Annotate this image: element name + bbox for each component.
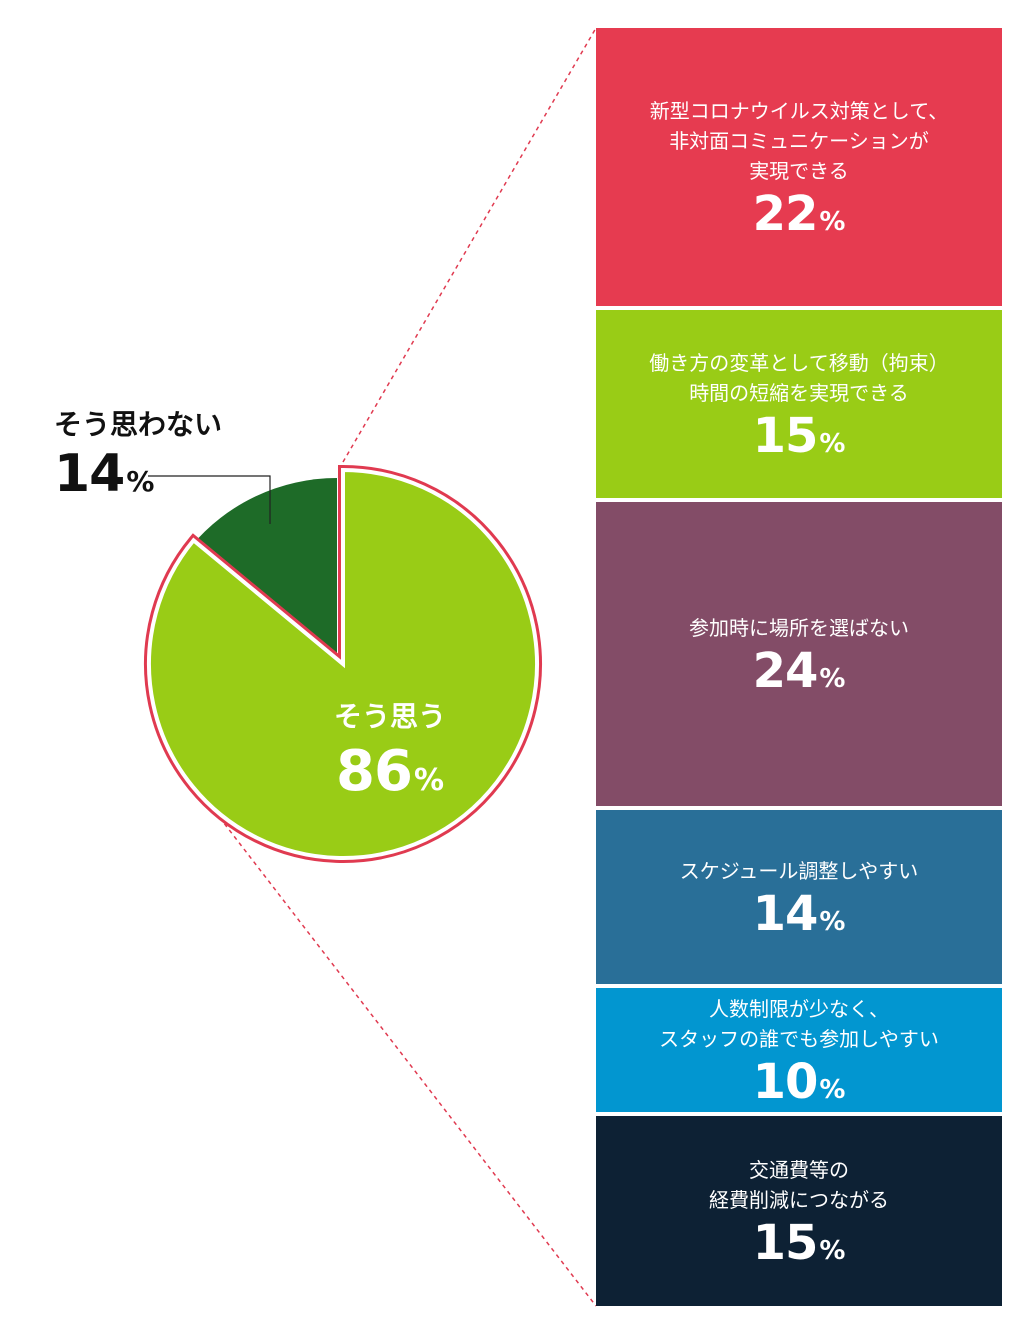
no-slice-percent-sign: % xyxy=(126,465,155,498)
yes-slice-value: 86% xyxy=(300,744,480,800)
no-slice-title: そう思わない xyxy=(54,408,223,441)
no-slice-leader-line xyxy=(148,475,271,524)
breakdown-percent-sign: % xyxy=(819,429,846,459)
yes-slice-title: そう思う xyxy=(333,700,446,733)
pie-slice-yes xyxy=(147,467,539,860)
breakdown-box-travel-time: 働き方の変革として移動（拘束） 時間の短縮を実現できる 15% xyxy=(596,310,1002,498)
breakdown-number: 15 xyxy=(752,408,819,464)
breakdown-value: 15% xyxy=(753,412,846,460)
breakdown-value: 15% xyxy=(753,1219,846,1267)
breakdown-percent-sign: % xyxy=(819,207,846,237)
breakdown-value: 10% xyxy=(753,1058,846,1106)
breakdown-box-contactless: 新型コロナウイルス対策として、 非対面コミュニケーションが 実現できる 22% xyxy=(596,28,1002,306)
breakdown-value: 24% xyxy=(753,647,846,695)
breakdown-label: 新型コロナウイルス対策として、 非対面コミュニケーションが 実現できる xyxy=(649,99,949,183)
yes-slice-number: 86 xyxy=(336,739,413,804)
breakdown-label: 交通費等の 経費削減につながる xyxy=(709,1158,889,1212)
breakdown-percent-sign: % xyxy=(819,907,846,937)
breakdown-label: スケジュール調整しやすい xyxy=(679,859,919,883)
breakdown-value: 14% xyxy=(753,890,846,938)
no-slice-label: そう思わない 14% xyxy=(54,408,222,500)
breakdown-box-cost: 交通費等の 経費削減につながる 15% xyxy=(596,1116,1002,1306)
pie-slice-no xyxy=(190,478,337,668)
breakdown-number: 15 xyxy=(752,1215,819,1271)
breakdown-percent-sign: % xyxy=(819,1236,846,1266)
breakdown-number: 24 xyxy=(752,643,819,699)
breakdown-box-scheduling: スケジュール調整しやすい 14% xyxy=(596,810,1002,984)
breakdown-number: 10 xyxy=(752,1054,819,1110)
breakdown-box-location: 参加時に場所を選ばない 24% xyxy=(596,502,1002,806)
yes-slice-label: そう思う 86% xyxy=(300,700,480,800)
breakdown-label: 参加時に場所を選ばない xyxy=(689,616,909,640)
breakdown-value: 22% xyxy=(753,190,846,238)
breakdown-percent-sign: % xyxy=(819,1075,846,1105)
no-slice-number: 14 xyxy=(54,444,125,504)
breakdown-box-headcount: 人数制限が少なく、 スタッフの誰でも参加しやすい 10% xyxy=(596,988,1002,1112)
breakdown-number: 14 xyxy=(752,886,819,942)
breakdown-number: 22 xyxy=(752,186,819,242)
yes-slice-percent-sign: % xyxy=(413,763,444,798)
breakdown-label: 働き方の変革として移動（拘束） 時間の短縮を実現できる xyxy=(649,351,949,405)
connector-line-bottom xyxy=(199,791,597,1307)
breakdown-label: 人数制限が少なく、 スタッフの誰でも参加しやすい xyxy=(659,997,939,1051)
breakdown-percent-sign: % xyxy=(819,664,846,694)
no-slice-value: 14% xyxy=(54,448,222,500)
connector-line-top xyxy=(342,27,597,463)
